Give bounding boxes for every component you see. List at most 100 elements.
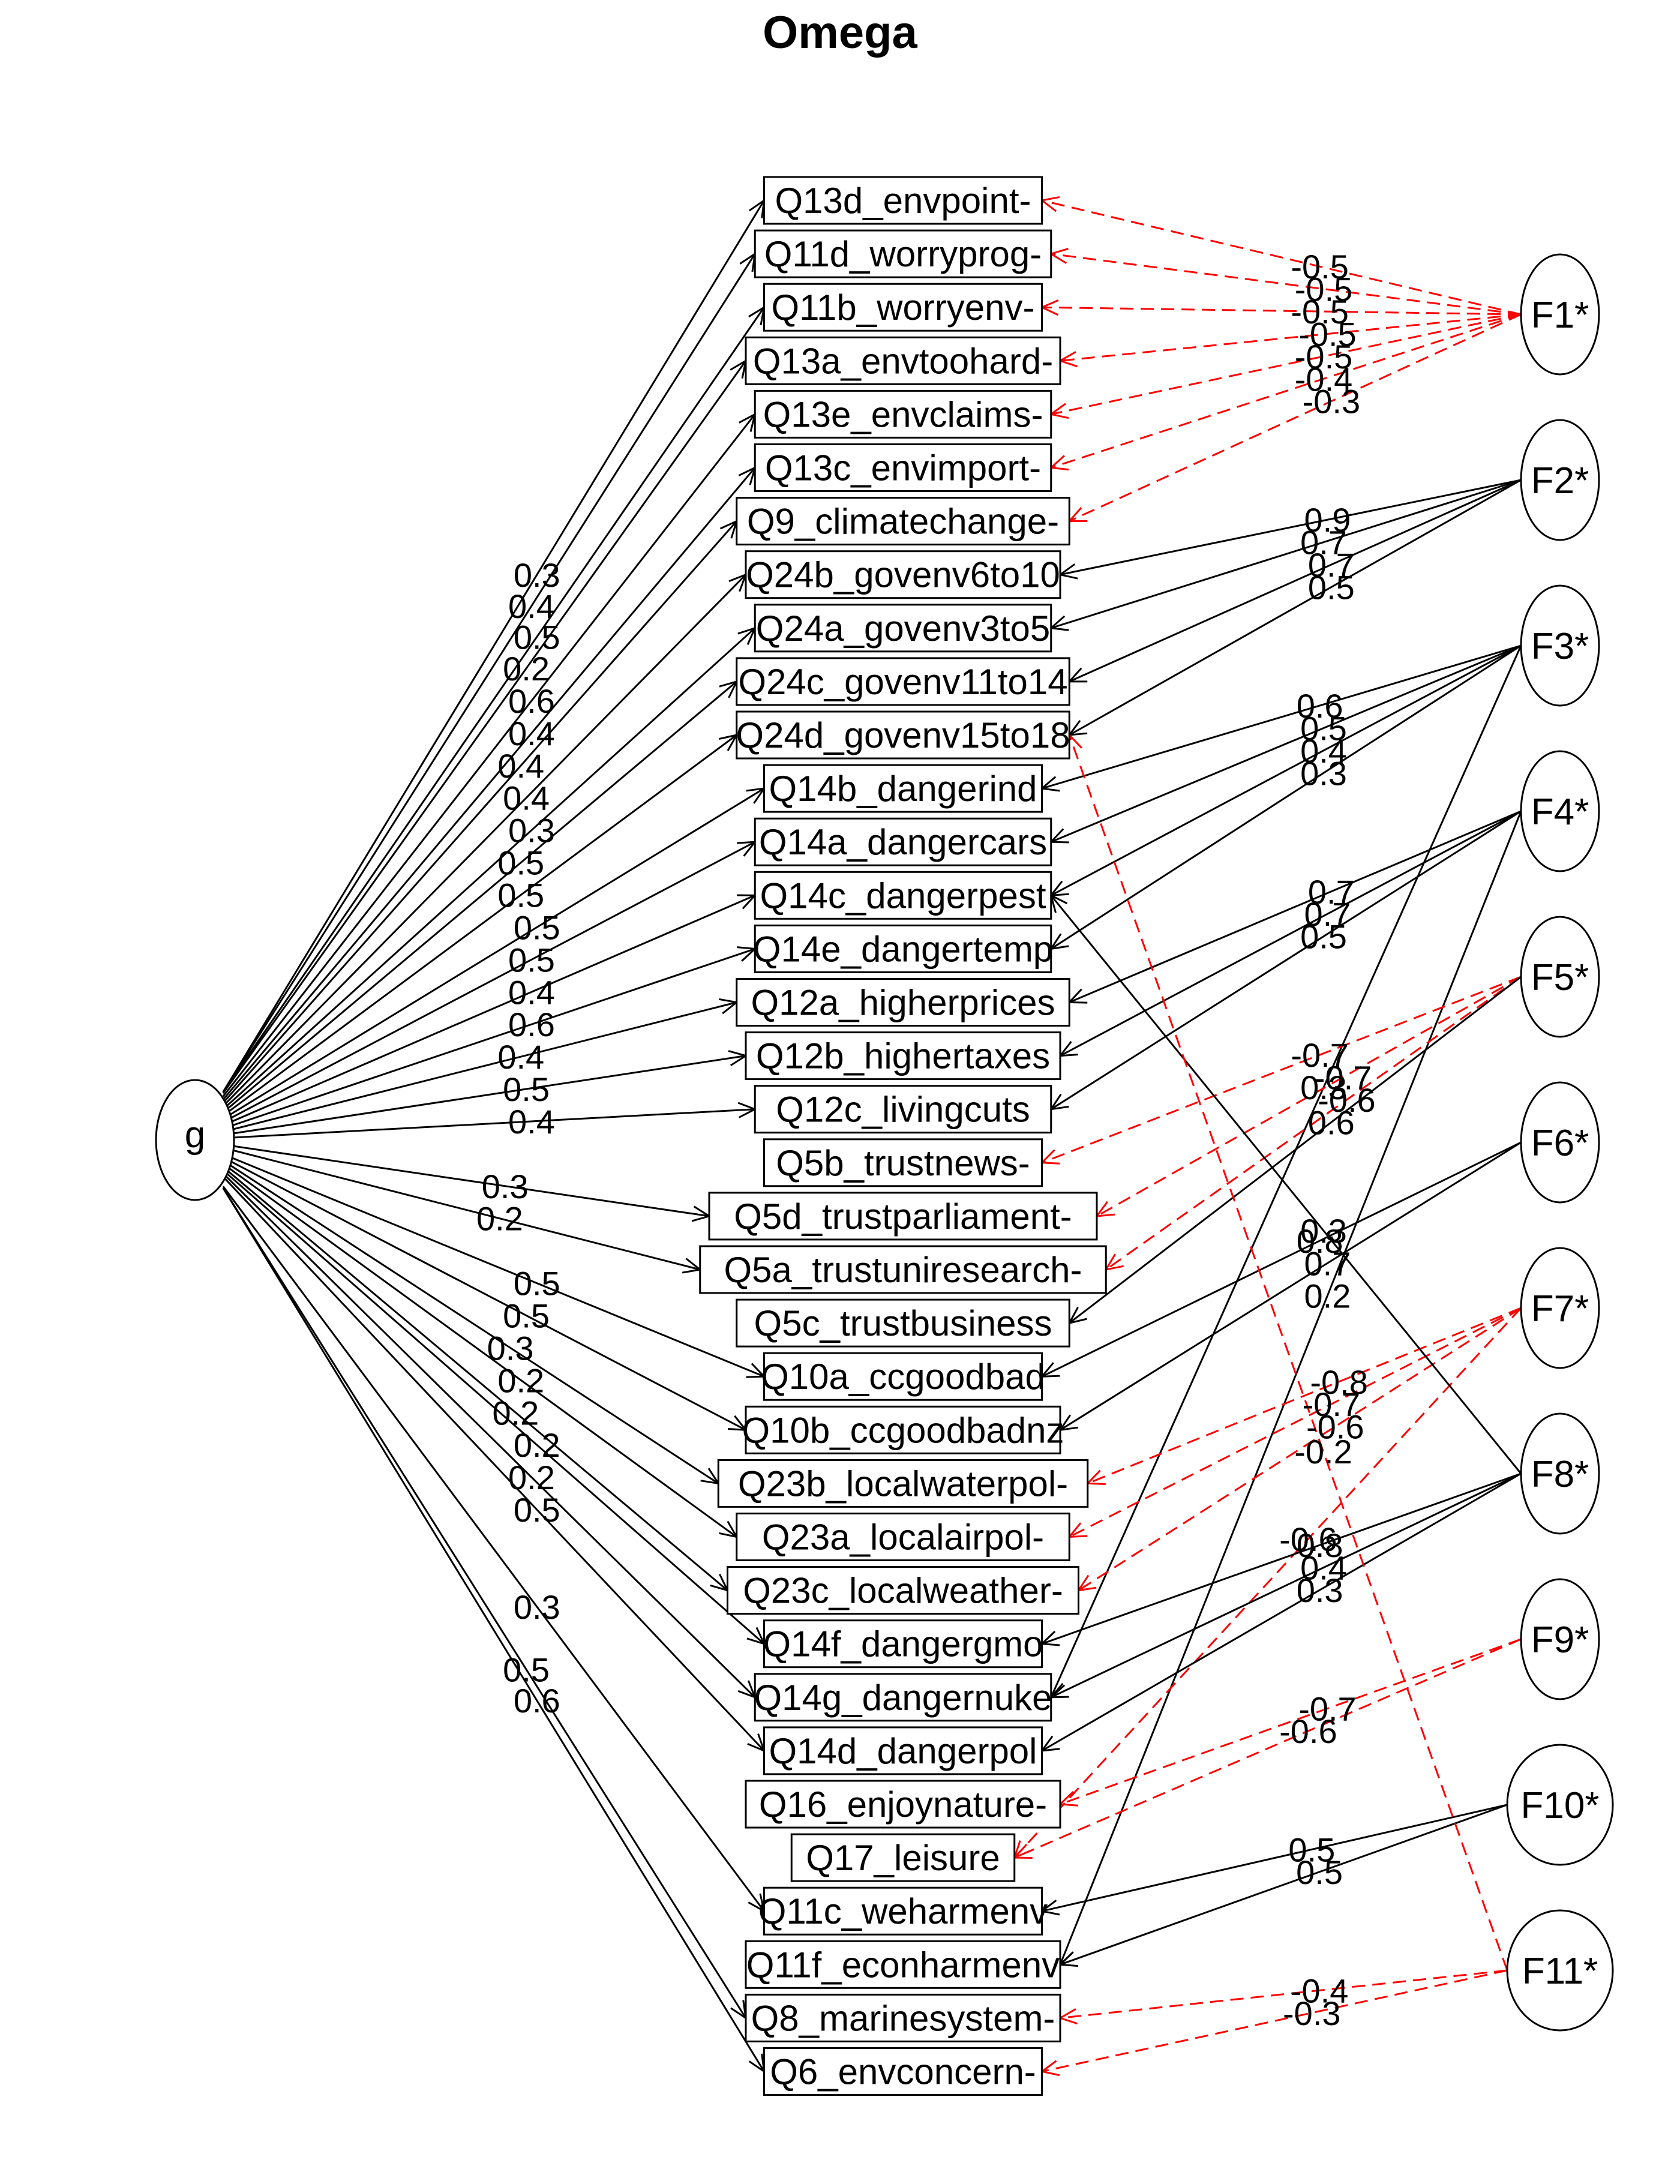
loading-value: -0.5: [1295, 338, 1353, 376]
item-label: Q14g_dangernuke: [754, 1678, 1052, 1718]
loading-value: 0.2: [492, 1394, 539, 1432]
item-box-q17-leisure: Q17_leisure: [790, 1833, 1016, 1882]
item-label: Q14a_dangercars: [759, 822, 1047, 862]
item-box-q10b-ccgoodbadnz: Q10b_ccgoodbadnz: [742, 1405, 1064, 1454]
path-line: [1069, 313, 1522, 522]
item-label: Q5c_trustbusiness: [754, 1303, 1052, 1343]
item-box-rect: [717, 1459, 1089, 1508]
item-box-rect: [754, 817, 1052, 866]
loading-value: 0.5: [503, 1297, 550, 1334]
factor-node-f6: F6*: [1520, 1081, 1600, 1204]
item-box-rect: [763, 1619, 1043, 1669]
loading-value: 0.3: [1297, 1571, 1343, 1609]
item-boxes: Q13d_envpoint- Q11d_worryprog- Q11b_worrye…: [699, 176, 1107, 2096]
factor-label: F5*: [1531, 957, 1589, 998]
path-line: [1050, 895, 1522, 1474]
item-box-rect: [763, 1138, 1043, 1187]
item-box-q23c-localweather: Q23c_localweather-: [727, 1566, 1079, 1615]
item-box-rect: [754, 229, 1052, 278]
item-box-rect: [745, 1940, 1061, 1989]
item-box-q8-marinesystem: Q8_marinesystem-: [745, 1993, 1061, 2042]
path-line: [223, 947, 755, 1130]
item-label: Q5d_trustparliament-: [734, 1196, 1072, 1237]
item-box-q14b-dangerind: Q14b_dangerind: [763, 764, 1043, 813]
path-line: [222, 253, 756, 1093]
item-label: Q14b_dangerind: [769, 769, 1037, 809]
path-line: [222, 1166, 728, 1591]
path-line: [1051, 313, 1522, 469]
item-box-rect: [754, 443, 1052, 492]
item-label: Q14f_dangergmo: [763, 1624, 1043, 1664]
item-box-q12a-higherprices: Q12a_higherprices: [736, 978, 1070, 1027]
path-line: [222, 1176, 765, 1751]
loading-labels: 0.30.40.50.20.60.40.40.40.30.50.50.50.50…: [476, 248, 1376, 2032]
item-box-rect: [763, 1886, 1043, 1936]
loading-value: 0.5: [497, 844, 544, 882]
loading-value: 0.2: [1304, 1277, 1351, 1315]
item-label: Q12b_highertaxes: [756, 1036, 1050, 1076]
loading-value: -0.3: [1283, 1994, 1341, 2032]
path-line: [1060, 313, 1522, 362]
item-label: Q9_climatechange-: [747, 502, 1059, 542]
path-line: [223, 1108, 755, 1139]
item-box-q14d-dangerpol: Q14d_dangerpol: [763, 1726, 1043, 1775]
item-box-rect: [736, 1513, 1070, 1561]
path-line: [222, 467, 756, 1100]
item-box-rect: [736, 1298, 1070, 1348]
path-line: [1060, 1804, 1508, 1966]
path-line: [222, 520, 737, 1104]
path-line: [1051, 313, 1522, 415]
loading-value: -0.7: [1291, 1036, 1349, 1074]
item-box-rect: [763, 176, 1043, 225]
item-box-rect: [754, 871, 1052, 920]
path-line: [1041, 976, 1522, 1164]
path-line: [222, 200, 765, 1093]
path-line: [1041, 1141, 1522, 1378]
item-box-q24a-govenv3to5: Q24a_govenv3to5: [754, 604, 1052, 653]
factor-ellipse: [1520, 1412, 1600, 1535]
factor-node-f11: F11*: [1506, 1909, 1614, 2032]
path-line: [223, 787, 765, 1120]
loading-value: 0.4: [1300, 1549, 1347, 1587]
path-line: [223, 841, 755, 1123]
path-line: [1050, 644, 1522, 950]
loading-value: 0.6: [508, 1006, 555, 1043]
loading-value: 0.5: [1308, 569, 1355, 607]
loading-value: 0.8: [1297, 1222, 1343, 1260]
factor-node-f2: F2*: [1520, 419, 1600, 541]
item-label: Q14e_dangertemp: [753, 929, 1053, 969]
loading-value: 0.5: [514, 908, 560, 946]
factor-nodes: g F1* F2* F3* F4* F5* F6* F7* F8* F9* F10* F11*: [155, 253, 1614, 2032]
loading-value: 0.6: [1297, 687, 1343, 725]
path-line: [223, 1144, 710, 1217]
loading-value: -0.6: [1279, 1520, 1337, 1558]
general-factor-ellipse: [155, 1079, 235, 1201]
general-factor-label: g: [185, 1114, 205, 1156]
loading-value: 0.4: [508, 587, 555, 625]
loading-value: 0.7: [1304, 1244, 1351, 1282]
loading-value: 0.4: [497, 747, 544, 785]
item-box-q12c-livingcuts: Q12c_livingcuts: [754, 1085, 1052, 1134]
item-box-q23b-localwaterpol: Q23b_localwaterpol-: [717, 1459, 1089, 1508]
item-label: Q24a_govenv3to5: [756, 608, 1050, 649]
item-label: Q23b_localwaterpol-: [738, 1463, 1068, 1504]
factor-node-f10: F10*: [1506, 1744, 1614, 1866]
item-box-q14f-dangergmo: Q14f_dangergmo: [763, 1619, 1043, 1669]
item-box-q14e-dangertemp: Q14e_dangertemp: [753, 924, 1053, 973]
path-line: [1060, 1969, 1508, 2019]
loading-value: 0.4: [508, 973, 555, 1011]
loading-value: -0.4: [1291, 1972, 1349, 2009]
item-box-rect: [790, 1833, 1016, 1882]
path-line: [1051, 253, 1522, 316]
loading-value: -0.5: [1295, 271, 1353, 308]
item-box-q24c-govenv11to14: Q24c_govenv11to14: [736, 657, 1070, 706]
item-label: Q5b_trustnews-: [776, 1143, 1030, 1183]
item-box-rect: [699, 1245, 1107, 1294]
factor-label: F6*: [1531, 1123, 1589, 1164]
path-line: [222, 627, 756, 1110]
item-label: Q6_envconcern-: [770, 2052, 1036, 2092]
factor-node-f3: F3*: [1520, 584, 1600, 707]
item-box-rect: [736, 710, 1070, 760]
path-line: [1069, 810, 1522, 1003]
